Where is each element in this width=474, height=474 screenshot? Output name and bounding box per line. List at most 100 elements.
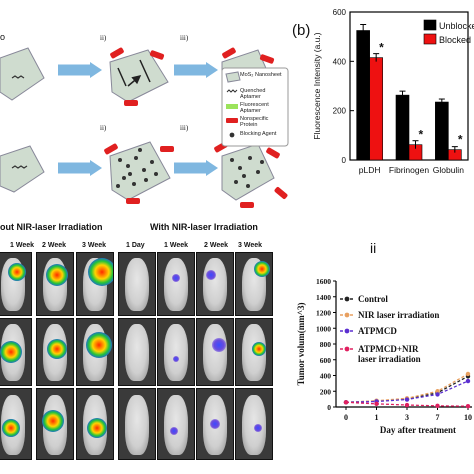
col-label-right-4: 3 Week: [238, 242, 262, 249]
line-ylabel: Tumor volum(mm^3): [296, 303, 306, 386]
schematic-diagram: o: [0, 32, 289, 208]
tumor-fluorescence-signal: [86, 417, 107, 438]
tumor-fluorescence-signal: [0, 341, 23, 363]
col-label-right-1: 1 Day: [126, 242, 145, 249]
col-label-left-3: 3 Week: [82, 242, 106, 249]
mouse-photo-r1-c7: [235, 252, 273, 316]
mouse-photo-r3-c2: [36, 388, 74, 460]
bar-chart: 0 200 400 600 Fluorescence Intensity (a.u.) *…: [312, 8, 474, 175]
col-label-left-1: 1 Week: [10, 242, 34, 249]
photo-header-left: out NIR-laser Irradiation: [0, 222, 103, 232]
line-legend-marker-1: [344, 312, 350, 318]
bar-ytick-label-2: 400: [333, 57, 347, 66]
tumor-fluorescence-signal: [88, 257, 113, 286]
bar-ytick-label-0: 0: [342, 156, 347, 165]
mouse-photo-r3-c4: [118, 388, 156, 460]
mouse-photo-r2-c7: [235, 318, 273, 386]
series-3-point-4: [465, 404, 471, 409]
series-1-point-3: [435, 389, 440, 394]
line-legend-marker-2: [344, 328, 350, 334]
line-ytick-label-5: 1000: [316, 324, 331, 333]
mouse-body: [164, 257, 188, 312]
legend-fluorescent-aptamer: Fluorescent Aptamer: [240, 102, 269, 114]
panel-ii-label: ii: [370, 240, 377, 256]
stage-label-row2-iii: iii): [180, 124, 189, 132]
tumor-fluorescence-signal: [170, 427, 179, 435]
series-2-point-4: [465, 378, 471, 384]
series-3-point-2: [404, 402, 410, 408]
significance-star-0: *: [379, 41, 384, 55]
tumor-fluorescence-signal: [42, 409, 65, 432]
tumor-fluorescence-signal: [173, 355, 179, 362]
col-label-right-3: 2 Week: [204, 242, 228, 249]
bar-legend-swatch-0: [423, 19, 437, 31]
bar-legend-label-1: Blocked: [439, 35, 471, 45]
line-xtick-label-4: 10: [464, 413, 472, 422]
series-3-point-0: [343, 400, 349, 405]
bar-pldh-blocked: [369, 57, 383, 161]
mouse-body: [164, 394, 188, 455]
col-label-left-2: 2 Week: [42, 242, 66, 249]
line-ytick-label-3: 600: [320, 356, 332, 365]
bar-ytick-label-3: 600: [333, 8, 347, 17]
line-legend-label-0: Control: [358, 294, 388, 304]
mouse-photo-r1-c1: [0, 252, 32, 316]
bar-legend-swatch-1: [423, 33, 437, 45]
legend-nonspecific-protein: Nonspecific Protein: [240, 116, 269, 128]
line-xtick-label-2: 3: [405, 413, 409, 422]
mouse-photo-r2-c3: [76, 318, 114, 386]
line-ytick-label-1: 200: [320, 387, 332, 396]
series-2-point-3: [435, 392, 440, 397]
tumor-fluorescence-signal: [85, 332, 112, 359]
panel-b-label: (b): [292, 22, 311, 39]
legend-mos2: MoS₂ Nanosheet: [240, 72, 282, 78]
line-ytick-label-2: 400: [320, 372, 332, 381]
significance-star-1: *: [419, 128, 424, 142]
bar-globulin-unblocked: [435, 101, 449, 161]
line-chart: 0 200 400 600 800 1000 1200 1400 1600 0 1 3 7 10 Day a…: [296, 277, 472, 435]
bar-pldh-unblocked: [356, 30, 370, 161]
photo-header-right: With NIR-laser Irradiation: [150, 222, 258, 232]
mouse-photo-r1-c6: [196, 252, 234, 316]
series-3-point-3: [435, 403, 440, 409]
mouse-photo-r3-c5: [157, 388, 195, 460]
line-ytick-label-4: 800: [320, 340, 332, 349]
mouse-photo-r3-c1: [0, 388, 32, 460]
mouse-photo-r1-c2: [36, 252, 74, 316]
stage-label-row1-ii: ii): [100, 34, 107, 42]
mouse-photo-r3-c7: [235, 388, 273, 460]
tumor-fluorescence-signal: [45, 263, 68, 286]
series-1-point-4: [465, 371, 471, 377]
line-legend-label-3-cont: laser irradiation: [358, 354, 421, 364]
panel-label-a-fragment: o: [0, 32, 5, 42]
tumor-fluorescence-signal: [46, 338, 67, 359]
line-xlabel: Day after treatment: [380, 425, 456, 435]
line-legend-marker-3: [344, 346, 350, 352]
tumor-fluorescence-signal: [172, 273, 180, 282]
mouse-body: [125, 257, 149, 312]
mouse-photo-r1-c4: [118, 252, 156, 316]
mouse-photo-r2-c2: [36, 318, 74, 386]
mouse-body: [203, 324, 227, 382]
legend-blocking-agent: Blocking Agent: [240, 131, 277, 137]
bar-legend-label-0: Unblocked: [439, 21, 474, 31]
bar-ylabel: Fluorescence Intensity (a.u.): [312, 32, 322, 139]
series-3-point-1: [374, 401, 379, 407]
bar-fibrinogen-unblocked: [395, 94, 410, 161]
line-xtick-label-1: 1: [375, 413, 379, 422]
line-xtick-label-3: 7: [436, 413, 440, 422]
mouse-body: [125, 394, 149, 455]
line-ytick-label-7: 1400: [316, 293, 331, 302]
line-legend-marker-0: [344, 296, 350, 302]
mouse-body: [203, 257, 227, 312]
mouse-photo-r2-c5: [157, 318, 195, 386]
mouse-photo-r1-c3: [76, 252, 114, 316]
tumor-fluorescence-signal: [210, 419, 220, 429]
line-legend-label-2: ATPMCD: [358, 326, 397, 336]
tumor-fluorescence-signal: [211, 338, 226, 353]
mouse-photo-r1-c5: [157, 252, 195, 316]
bar-ytick-label-1: 200: [333, 107, 347, 116]
stage-label-row1-iii: iii): [180, 34, 189, 42]
mouse-body: [125, 324, 149, 382]
tumor-fluorescence-signal: [206, 269, 217, 280]
